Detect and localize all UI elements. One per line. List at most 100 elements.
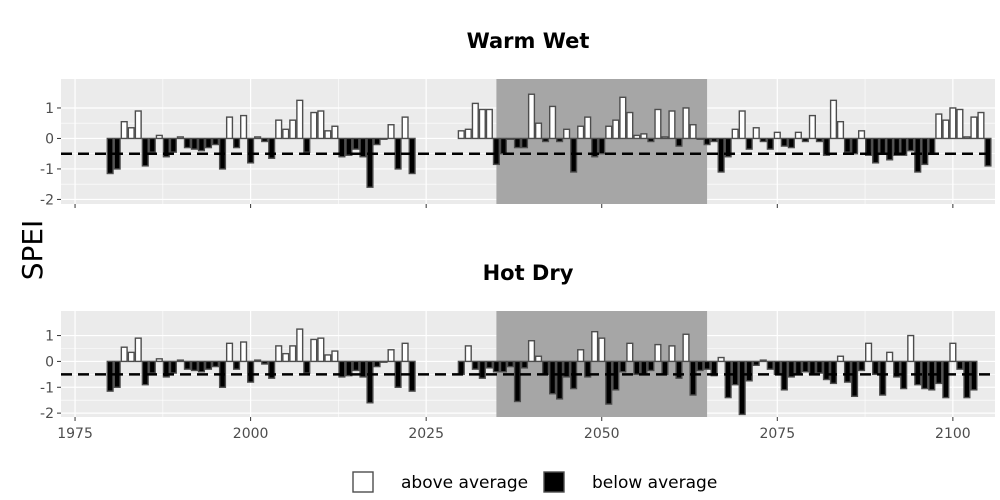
bar-below-average <box>865 137 873 156</box>
bar-below-average <box>261 137 269 143</box>
bar-above-average <box>527 93 536 140</box>
bar-below-average <box>633 360 641 376</box>
bar-below-average <box>850 360 859 398</box>
bar-below-average <box>717 137 725 173</box>
bar-below-average <box>605 360 613 405</box>
bar-below-average <box>731 360 739 386</box>
bar-above-average <box>471 102 479 140</box>
bar-above-average <box>808 114 816 140</box>
bar-above-average <box>401 342 409 363</box>
bar-below-average <box>338 360 346 378</box>
y-tick-label: -2 <box>40 406 54 422</box>
bar-above-average <box>949 342 957 363</box>
bar-above-average <box>120 120 128 140</box>
bar-below-average <box>268 360 276 379</box>
bar-above-average <box>457 130 465 140</box>
bar-below-average <box>352 360 360 372</box>
bar-below-average <box>106 360 114 392</box>
bar-above-average <box>584 116 592 140</box>
bar-below-average <box>815 137 824 143</box>
legend-label: above average <box>401 473 528 493</box>
bar-above-average <box>534 355 543 363</box>
bar-above-average <box>661 136 669 140</box>
bar-below-average <box>801 137 809 143</box>
bar-below-average <box>345 137 353 156</box>
bar-below-average <box>843 137 852 153</box>
bar-below-average <box>345 360 353 377</box>
bar-above-average <box>127 351 135 363</box>
bar-below-average <box>928 137 936 155</box>
bar-below-average <box>879 137 887 155</box>
bar-below-average <box>710 360 718 377</box>
bar-below-average <box>879 360 887 396</box>
bar-above-average <box>387 124 395 140</box>
bar-above-average <box>134 110 142 140</box>
bar-below-average <box>183 137 191 149</box>
bar-below-average <box>106 137 114 175</box>
bar-above-average <box>401 116 409 140</box>
bar-below-average <box>506 360 515 368</box>
bar-above-average <box>689 124 697 140</box>
bar-below-average <box>661 360 669 376</box>
bar-below-average <box>703 360 711 370</box>
bar-above-average <box>935 113 943 140</box>
bar-below-average <box>162 137 170 158</box>
bar-above-average <box>485 108 493 140</box>
bar-above-average <box>668 345 676 363</box>
bar-below-average <box>338 137 346 158</box>
bar-above-average <box>464 128 472 140</box>
bar-above-average <box>605 125 613 140</box>
bar-above-average <box>380 360 388 363</box>
bar-below-average <box>457 360 465 376</box>
bar-above-average <box>626 342 634 363</box>
bar-below-average <box>584 360 592 378</box>
bar-above-average <box>563 128 571 140</box>
bar-below-average <box>394 137 402 170</box>
bar-below-average <box>780 360 788 391</box>
bar-above-average <box>254 359 262 363</box>
bar-below-average <box>204 360 213 370</box>
bar-below-average <box>556 137 564 143</box>
x-tick-label: 1975 <box>57 426 93 442</box>
bar-below-average <box>675 360 683 379</box>
bar-above-average <box>857 130 866 140</box>
legend-key <box>543 471 565 493</box>
bar-below-average <box>787 137 795 149</box>
bar-below-average <box>513 360 522 403</box>
bar-above-average <box>310 338 318 363</box>
bar-below-average <box>598 137 606 155</box>
bar-above-average <box>682 107 690 140</box>
bar-above-average <box>380 137 388 140</box>
bar-below-average <box>619 360 627 373</box>
y-tick-label: -1 <box>40 380 54 396</box>
y-tick-label: -1 <box>40 162 54 178</box>
bar-above-average <box>331 125 339 140</box>
bar-below-average <box>942 360 950 399</box>
chart-panels: Warm Wet -2 -1 0 1 Hot Dry -2 -1 0 1 1975 2000 2025 2… <box>40 29 995 442</box>
bar-below-average <box>829 360 838 385</box>
bar-below-average <box>541 360 550 376</box>
bar-below-average <box>850 137 859 155</box>
bar-above-average <box>387 349 395 363</box>
bar-below-average <box>857 360 866 372</box>
legend-key <box>352 471 374 493</box>
bar-below-average <box>303 360 311 374</box>
bar-below-average <box>886 137 894 161</box>
bar-below-average <box>822 360 831 381</box>
bar-above-average <box>324 354 332 363</box>
bar-above-average <box>963 136 971 140</box>
bar-below-average <box>710 137 718 143</box>
bar-above-average <box>282 128 290 140</box>
bar-below-average <box>689 360 697 396</box>
bar-below-average <box>815 360 824 374</box>
bar-below-average <box>492 360 500 373</box>
bar-above-average <box>296 99 304 140</box>
bar-below-average <box>394 360 402 388</box>
bar-below-average <box>822 137 831 156</box>
bar-below-average <box>843 360 852 383</box>
bar-above-average <box>836 120 845 140</box>
bar-above-average <box>134 337 142 363</box>
bar-below-average <box>541 137 550 143</box>
bar-below-average <box>204 137 213 149</box>
